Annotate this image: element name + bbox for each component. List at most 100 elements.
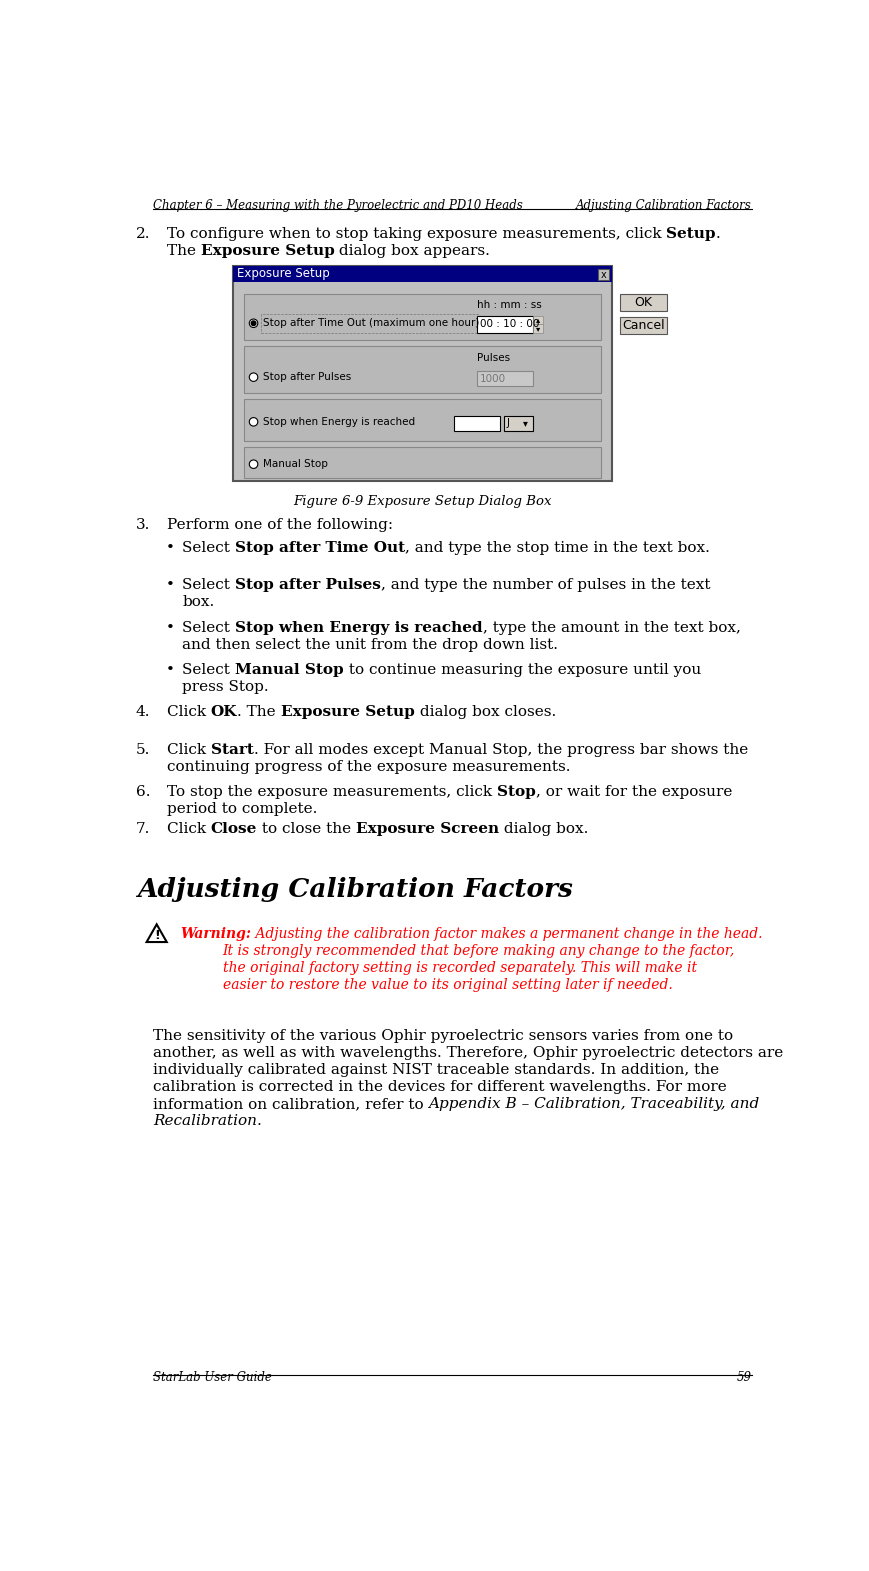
Text: To stop the exposure measurements, click: To stop the exposure measurements, click xyxy=(167,786,497,800)
Text: •: • xyxy=(166,540,175,555)
Bar xyxy=(620,317,667,335)
Text: individually calibrated against NIST traceable standards. In addition, the: individually calibrated against NIST tra… xyxy=(153,1064,719,1078)
Text: Click: Click xyxy=(167,743,211,757)
Bar xyxy=(244,346,600,393)
Text: another, as well as with wavelengths. Therefore, Ophir pyroelectric detectors ar: another, as well as with wavelengths. Th… xyxy=(153,1046,783,1060)
Text: period to complete.: period to complete. xyxy=(167,803,317,815)
Text: Click: Click xyxy=(167,822,211,836)
Text: Pulses: Pulses xyxy=(477,352,510,363)
Text: It is strongly recommended that before making any change to the factor,: It is strongly recommended that before m… xyxy=(222,944,735,958)
Bar xyxy=(620,294,667,311)
Bar xyxy=(262,314,478,333)
Circle shape xyxy=(249,460,258,468)
Text: J: J xyxy=(507,418,510,429)
Text: OK: OK xyxy=(634,295,653,309)
Text: OK: OK xyxy=(211,705,237,720)
Text: Stop after Time Out: Stop after Time Out xyxy=(235,540,405,555)
Text: , and type the number of pulses in the text: , and type the number of pulses in the t… xyxy=(381,578,710,592)
Text: and then select the unit from the drop down list.: and then select the unit from the drop d… xyxy=(182,638,558,652)
Text: The: The xyxy=(167,244,201,258)
Text: dialog box.: dialog box. xyxy=(500,822,588,836)
Text: Stop when Energy is reached: Stop when Energy is reached xyxy=(262,416,415,427)
Text: Select: Select xyxy=(182,663,235,677)
Text: •: • xyxy=(166,663,175,677)
Text: •: • xyxy=(166,578,175,592)
Text: 4.: 4. xyxy=(136,705,150,720)
Circle shape xyxy=(249,372,258,382)
Text: Select: Select xyxy=(182,578,235,592)
Text: Stop: Stop xyxy=(497,786,535,800)
Bar xyxy=(533,324,543,333)
Text: , type the amount in the text box,: , type the amount in the text box, xyxy=(482,621,740,635)
Text: 3.: 3. xyxy=(136,518,150,533)
Text: Stop after Time Out (maximum one hour): Stop after Time Out (maximum one hour) xyxy=(262,319,479,328)
Text: Appendix B – Calibration, Traceability, and: Appendix B – Calibration, Traceability, … xyxy=(428,1097,760,1111)
Text: StarLab User Guide: StarLab User Guide xyxy=(153,1371,272,1384)
Text: Stop after Pulses: Stop after Pulses xyxy=(262,372,351,382)
Bar xyxy=(599,269,609,280)
Bar xyxy=(244,399,600,441)
Text: Adjusting Calibration Factors: Adjusting Calibration Factors xyxy=(576,200,752,212)
Text: 5.: 5. xyxy=(136,743,150,757)
Text: Select: Select xyxy=(182,540,235,555)
Text: .: . xyxy=(716,228,720,240)
Text: !: ! xyxy=(154,930,160,943)
Text: Cancel: Cancel xyxy=(622,319,665,331)
Text: 7.: 7. xyxy=(136,822,150,836)
Text: Close: Close xyxy=(211,822,257,836)
Text: To configure when to stop taking exposure measurements, click: To configure when to stop taking exposur… xyxy=(167,228,667,240)
Text: . The: . The xyxy=(237,705,281,720)
Text: Exposure Setup: Exposure Setup xyxy=(237,267,330,281)
Bar xyxy=(233,265,613,283)
Text: Chapter 6 – Measuring with the Pyroelectric and PD10 Heads: Chapter 6 – Measuring with the Pyroelect… xyxy=(153,200,522,212)
Circle shape xyxy=(249,418,258,426)
Bar xyxy=(477,316,533,333)
Text: to continue measuring the exposure until you: to continue measuring the exposure until… xyxy=(343,663,701,677)
Bar xyxy=(454,416,500,430)
Text: continuing progress of the exposure measurements.: continuing progress of the exposure meas… xyxy=(167,760,570,773)
Text: hh : mm : ss: hh : mm : ss xyxy=(477,300,541,309)
Text: Recalibration.: Recalibration. xyxy=(153,1114,262,1128)
Text: Figure 6-9 Exposure Setup Dialog Box: Figure 6-9 Exposure Setup Dialog Box xyxy=(293,495,552,507)
Text: 2.: 2. xyxy=(136,228,150,240)
Text: Exposure Setup: Exposure Setup xyxy=(201,244,335,258)
Text: Manual Stop: Manual Stop xyxy=(235,663,343,677)
Text: the original factory setting is recorded separately. This will make it: the original factory setting is recorded… xyxy=(222,961,697,976)
Text: Adjusting Calibration Factors: Adjusting Calibration Factors xyxy=(137,877,574,902)
Text: 59: 59 xyxy=(737,1371,752,1384)
Text: box.: box. xyxy=(182,595,215,610)
Text: Manual Stop: Manual Stop xyxy=(262,459,328,470)
Text: The sensitivity of the various Ophir pyroelectric sensors varies from one to: The sensitivity of the various Ophir pyr… xyxy=(153,1029,733,1043)
Circle shape xyxy=(249,319,258,327)
Text: dialog box appears.: dialog box appears. xyxy=(335,244,490,258)
Bar xyxy=(244,448,600,478)
Text: 6.: 6. xyxy=(136,786,150,800)
Text: dialog box closes.: dialog box closes. xyxy=(415,705,556,720)
Text: , or wait for the exposure: , or wait for the exposure xyxy=(535,786,732,800)
Text: Stop after Pulses: Stop after Pulses xyxy=(235,578,381,592)
Circle shape xyxy=(251,320,255,325)
Text: . For all modes except Manual Stop, the progress bar shows the: . For all modes except Manual Stop, the … xyxy=(254,743,748,757)
Text: Perform one of the following:: Perform one of the following: xyxy=(167,518,393,533)
Text: Warning:: Warning: xyxy=(180,927,251,941)
Text: Setup: Setup xyxy=(667,228,716,240)
Text: Click: Click xyxy=(167,705,211,720)
Text: Select: Select xyxy=(182,621,235,635)
Text: Start: Start xyxy=(211,743,254,757)
Text: , and type the stop time in the text box.: , and type the stop time in the text box… xyxy=(405,540,710,555)
Text: Exposure Screen: Exposure Screen xyxy=(356,822,500,836)
Bar xyxy=(233,265,613,481)
Text: Adjusting the calibration factor makes a permanent change in the head.: Adjusting the calibration factor makes a… xyxy=(251,927,762,941)
Text: ▾: ▾ xyxy=(536,324,541,333)
Bar xyxy=(477,371,533,386)
Text: •: • xyxy=(166,621,175,635)
Text: x: x xyxy=(601,270,607,280)
Text: information on calibration, refer to: information on calibration, refer to xyxy=(153,1097,428,1111)
Text: Exposure Setup: Exposure Setup xyxy=(281,705,415,720)
Text: ▴: ▴ xyxy=(536,316,541,324)
Bar xyxy=(244,294,600,341)
Text: 00 : 10 : 00: 00 : 10 : 00 xyxy=(480,319,540,328)
Text: Stop when Energy is reached: Stop when Energy is reached xyxy=(235,621,482,635)
Text: press Stop.: press Stop. xyxy=(182,680,269,694)
Bar xyxy=(504,416,534,430)
